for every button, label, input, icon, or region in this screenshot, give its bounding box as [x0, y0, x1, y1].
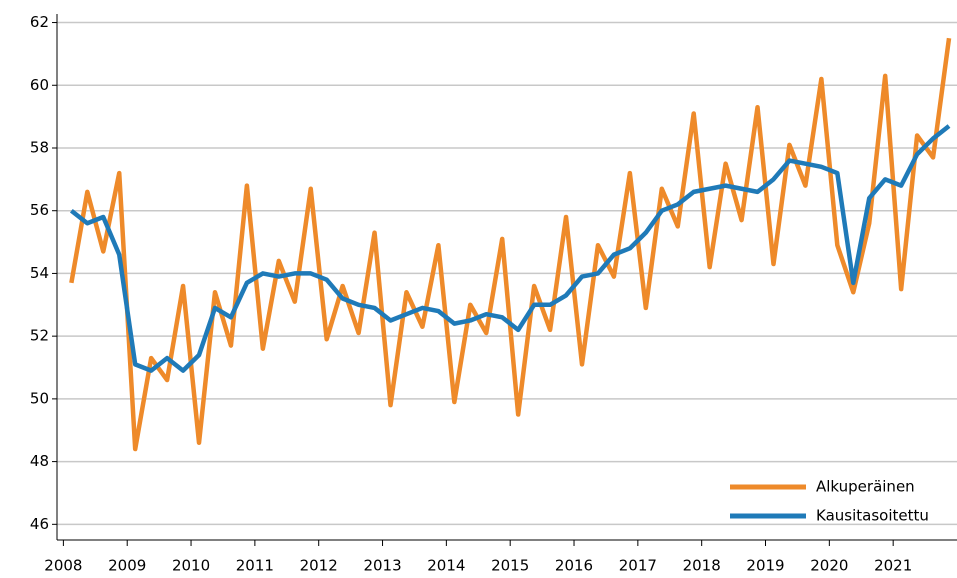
y-tick-label: 58: [30, 138, 49, 156]
x-tick-label: 2013: [363, 557, 401, 575]
x-tick-label: 2015: [491, 557, 529, 575]
y-tick-label: 60: [30, 76, 49, 94]
y-tick-label: 48: [30, 452, 49, 470]
x-tick-label: 2008: [44, 557, 82, 575]
x-tick-label: 2020: [810, 557, 848, 575]
y-tick-label: 46: [30, 515, 49, 533]
x-tick-label: 2010: [172, 557, 210, 575]
legend-label: Alkuperäinen: [816, 478, 915, 496]
y-tick-label: 50: [30, 389, 49, 407]
data-line: [69, 37, 952, 452]
x-tick-label: 2011: [236, 557, 274, 575]
x-tick-label: 2017: [619, 557, 657, 575]
legend-label: Kausitasoitettu: [816, 507, 929, 525]
x-tick-label: 2021: [874, 557, 912, 575]
y-tick-label: 56: [30, 201, 49, 219]
x-tick-label: 2019: [746, 557, 784, 575]
y-tick-label: 52: [30, 327, 49, 345]
y-tick-label: 62: [30, 13, 49, 31]
x-tick-label: 2009: [108, 557, 146, 575]
x-tick-label: 2014: [427, 557, 465, 575]
y-tick-label: 54: [30, 264, 49, 282]
x-tick-label: 2012: [300, 557, 338, 575]
data-line: [69, 124, 951, 373]
x-tick-label: 2018: [683, 557, 721, 575]
x-tick-label: 2016: [555, 557, 593, 575]
